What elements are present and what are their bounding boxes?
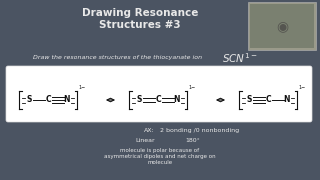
Text: ◉: ◉ bbox=[276, 19, 288, 33]
Text: S: S bbox=[136, 96, 142, 105]
FancyBboxPatch shape bbox=[6, 66, 312, 122]
Text: Drawing Resonance: Drawing Resonance bbox=[82, 8, 198, 18]
Text: N: N bbox=[64, 96, 70, 105]
Text: 1−: 1− bbox=[188, 85, 195, 90]
Text: C: C bbox=[265, 96, 271, 105]
Text: S: S bbox=[246, 96, 252, 105]
Text: 2 bonding /0 nonbonding: 2 bonding /0 nonbonding bbox=[160, 128, 239, 133]
Text: 1−: 1− bbox=[78, 85, 85, 90]
Text: C: C bbox=[155, 96, 161, 105]
Text: S: S bbox=[26, 96, 32, 105]
FancyBboxPatch shape bbox=[250, 4, 314, 48]
Text: Structures #3: Structures #3 bbox=[99, 20, 181, 30]
Text: N: N bbox=[284, 96, 290, 105]
FancyBboxPatch shape bbox=[248, 2, 316, 50]
Text: 180°: 180° bbox=[185, 138, 200, 143]
Text: $\mathit{SCN}^{1-}$: $\mathit{SCN}^{1-}$ bbox=[222, 51, 258, 65]
Text: 1−: 1− bbox=[298, 85, 305, 90]
Text: C: C bbox=[45, 96, 51, 105]
Text: Linear: Linear bbox=[135, 138, 155, 143]
Text: Draw the resonance structures of the thiocyanate ion: Draw the resonance structures of the thi… bbox=[33, 55, 203, 60]
Text: N: N bbox=[174, 96, 180, 105]
Text: AX:: AX: bbox=[144, 128, 155, 133]
Text: molecule is polar because of
asymmetrical dipoles and net charge on
molecule: molecule is polar because of asymmetrica… bbox=[104, 148, 216, 165]
